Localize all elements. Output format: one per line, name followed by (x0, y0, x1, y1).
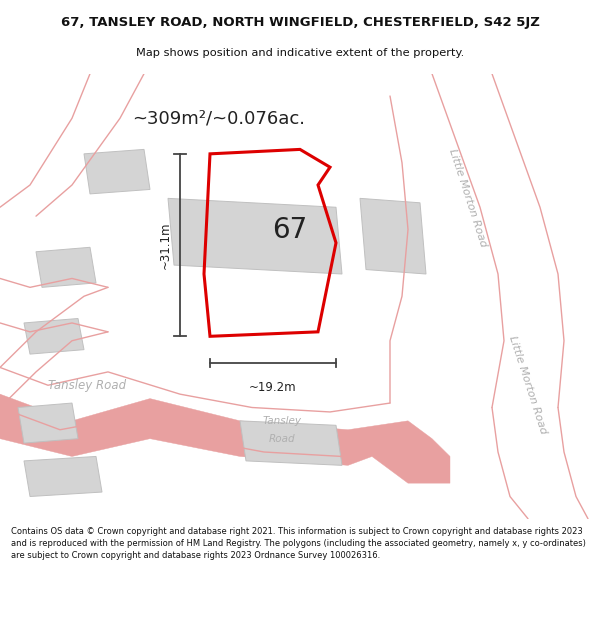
Text: 67, TANSLEY ROAD, NORTH WINGFIELD, CHESTERFIELD, S42 5JZ: 67, TANSLEY ROAD, NORTH WINGFIELD, CHEST… (61, 16, 539, 29)
Polygon shape (0, 394, 450, 483)
Polygon shape (240, 421, 342, 466)
Text: Tansley Road: Tansley Road (48, 379, 126, 392)
Text: ~19.2m: ~19.2m (249, 381, 297, 394)
Text: ~31.1m: ~31.1m (158, 221, 172, 269)
Text: Map shows position and indicative extent of the property.: Map shows position and indicative extent… (136, 48, 464, 58)
Text: ~309m²/~0.076ac.: ~309m²/~0.076ac. (132, 109, 305, 128)
Text: Little Morton Road: Little Morton Road (508, 335, 548, 436)
Polygon shape (168, 198, 342, 274)
Text: 67: 67 (272, 216, 308, 244)
Text: Road: Road (269, 434, 295, 444)
Polygon shape (24, 319, 84, 354)
Text: Contains OS data © Crown copyright and database right 2021. This information is : Contains OS data © Crown copyright and d… (11, 528, 586, 560)
Text: Tansley: Tansley (263, 416, 302, 426)
Polygon shape (84, 149, 150, 194)
Polygon shape (24, 456, 102, 496)
Polygon shape (36, 248, 96, 288)
Polygon shape (360, 198, 426, 274)
Polygon shape (18, 403, 78, 443)
Text: Little Morton Road: Little Morton Road (448, 148, 488, 249)
